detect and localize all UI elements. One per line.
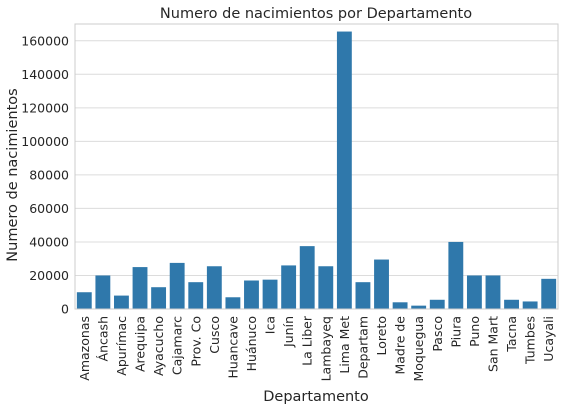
x-tick-label: Ucayali	[541, 316, 556, 362]
x-axis-title: Departamento	[263, 389, 369, 405]
x-tick-label: Ayacucho	[151, 316, 166, 376]
bar	[336, 31, 352, 309]
x-tick-label: San Mart	[485, 316, 500, 372]
x-tick-label: La Liber	[300, 315, 315, 366]
x-tick-label: Cusco	[207, 316, 222, 354]
bar	[485, 275, 501, 309]
y-tick-labels: 0 20000 40000 60000 80000 100000 120000 140000 1…	[21, 33, 69, 316]
bar	[448, 241, 464, 309]
x-tick-label: Loreto	[374, 316, 389, 356]
bars	[76, 31, 557, 309]
y-tick-label: 120000	[21, 100, 69, 115]
y-tick-label: 100000	[21, 134, 69, 149]
x-tick-labels: Amazonas Áncash Apurímac Arequipa Ayacucho Ca…	[77, 315, 556, 381]
bar	[318, 266, 334, 309]
bar	[188, 282, 204, 309]
bar	[95, 275, 111, 309]
x-tick-label: Cajamarc	[170, 316, 185, 375]
y-tick-label: 0	[61, 302, 69, 317]
x-tick-label: Departam	[355, 316, 370, 379]
bar	[169, 262, 185, 309]
x-tick-label: Madre de	[393, 316, 408, 375]
bar	[244, 280, 259, 309]
bar	[522, 301, 538, 309]
x-tick-label: Prov. Co	[188, 316, 203, 367]
y-tick-label: 40000	[29, 234, 69, 249]
y-tick-label: 20000	[29, 268, 69, 283]
x-tick-label: Arequipa	[133, 316, 148, 372]
y-axis-title: Numero de nacimientos	[5, 88, 21, 261]
bar	[299, 246, 315, 309]
x-tick-label: Puno	[467, 316, 482, 347]
bar	[374, 259, 389, 309]
bar	[429, 299, 445, 309]
bar	[466, 275, 482, 309]
bar	[206, 266, 222, 309]
x-tick-label: Pasco	[430, 316, 445, 352]
chart-title: Numero de nacimientos por Departamento	[160, 6, 472, 22]
plot-frame	[74, 23, 559, 310]
bar	[504, 299, 519, 309]
bar	[76, 292, 92, 309]
y-tick-label: 80000	[29, 167, 69, 182]
bar	[411, 305, 427, 309]
x-tick-label: Tumbes	[523, 316, 538, 365]
bar	[355, 282, 371, 309]
y-tick-label: 140000	[21, 67, 69, 82]
x-tick-label: Lambayeq	[318, 316, 333, 381]
x-tick-label: Áncash	[95, 316, 110, 361]
bar	[132, 267, 148, 309]
bar	[114, 295, 129, 309]
bar	[262, 279, 278, 309]
plot-border	[74, 23, 559, 310]
x-tick-label: Apurímac	[114, 316, 129, 376]
y-tick-label: 60000	[29, 201, 69, 216]
x-tick-label: Tacna	[504, 316, 519, 353]
x-tick-label: Lima Met	[337, 316, 352, 374]
x-tick-label: Huancave	[225, 316, 240, 379]
x-tick-label: Huánuco	[244, 316, 259, 371]
x-tick-label: Moquegua	[411, 316, 426, 382]
bar	[392, 302, 408, 309]
y-tick-label: 160000	[21, 33, 69, 48]
x-tick-label: Ica	[263, 316, 278, 334]
bar	[541, 278, 557, 309]
x-tick-label: Junín	[281, 316, 296, 348]
bar	[151, 287, 167, 309]
bar	[225, 297, 241, 309]
bar	[281, 265, 297, 309]
x-tick-label: Amazonas	[77, 316, 92, 381]
x-tick-label: Piura	[448, 316, 463, 347]
